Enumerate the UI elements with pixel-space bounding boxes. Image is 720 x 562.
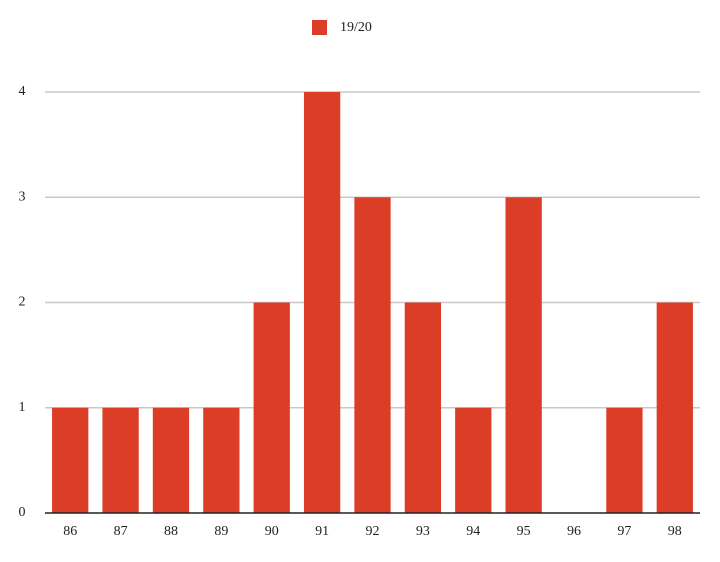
bar (455, 407, 492, 513)
x-tick-label: 97 (617, 524, 631, 539)
legend-label: 19/20 (340, 20, 372, 35)
x-tick-label: 95 (517, 524, 531, 539)
bar (354, 197, 391, 513)
y-tick-label: 0 (19, 505, 26, 520)
bar (404, 302, 442, 513)
y-tick-label: 3 (19, 189, 26, 204)
x-tick-label: 87 (114, 524, 128, 539)
x-tick-label: 91 (315, 524, 329, 539)
x-tick-label: 92 (366, 524, 380, 539)
bar (253, 302, 290, 513)
x-tick-label: 98 (668, 524, 682, 539)
bar (203, 407, 240, 513)
bar (102, 407, 139, 513)
y-tick-label: 2 (19, 295, 26, 310)
x-tick-label: 86 (63, 524, 77, 539)
x-tick-label: 96 (567, 524, 581, 539)
bar (152, 407, 190, 513)
bar (52, 407, 89, 513)
bar (606, 407, 643, 513)
bar (303, 92, 341, 513)
x-tick-label: 89 (214, 524, 228, 539)
x-tick-label: 93 (416, 524, 430, 539)
x-tick-label: 94 (466, 524, 480, 539)
legend-swatch (312, 20, 327, 35)
y-tick-label: 4 (19, 84, 26, 99)
bar (656, 302, 693, 513)
y-tick-label: 1 (19, 400, 26, 415)
x-tick-label: 88 (164, 524, 178, 539)
x-tick-label: 90 (265, 524, 279, 539)
bar (505, 197, 542, 513)
